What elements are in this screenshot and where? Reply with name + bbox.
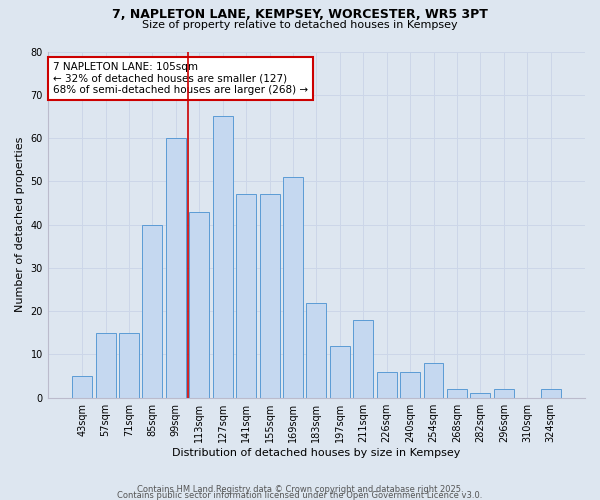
Bar bbox=[95, 333, 116, 398]
Bar bbox=[541, 389, 560, 398]
Bar bbox=[142, 224, 163, 398]
Bar bbox=[377, 372, 397, 398]
Bar bbox=[166, 138, 186, 398]
Bar bbox=[283, 177, 303, 398]
Y-axis label: Number of detached properties: Number of detached properties bbox=[15, 137, 25, 312]
Bar bbox=[330, 346, 350, 398]
Text: Size of property relative to detached houses in Kempsey: Size of property relative to detached ho… bbox=[142, 20, 458, 30]
Bar bbox=[190, 212, 209, 398]
Text: Contains HM Land Registry data © Crown copyright and database right 2025.: Contains HM Land Registry data © Crown c… bbox=[137, 484, 463, 494]
Bar bbox=[307, 302, 326, 398]
Bar bbox=[119, 333, 139, 398]
Bar bbox=[353, 320, 373, 398]
Bar bbox=[72, 376, 92, 398]
Bar bbox=[236, 194, 256, 398]
Bar bbox=[400, 372, 420, 398]
Text: 7 NAPLETON LANE: 105sqm
← 32% of detached houses are smaller (127)
68% of semi-d: 7 NAPLETON LANE: 105sqm ← 32% of detache… bbox=[53, 62, 308, 95]
Bar bbox=[213, 116, 233, 398]
Text: 7, NAPLETON LANE, KEMPSEY, WORCESTER, WR5 3PT: 7, NAPLETON LANE, KEMPSEY, WORCESTER, WR… bbox=[112, 8, 488, 20]
X-axis label: Distribution of detached houses by size in Kempsey: Distribution of detached houses by size … bbox=[172, 448, 461, 458]
Bar bbox=[447, 389, 467, 398]
Bar bbox=[260, 194, 280, 398]
Text: Contains public sector information licensed under the Open Government Licence v3: Contains public sector information licen… bbox=[118, 490, 482, 500]
Bar bbox=[494, 389, 514, 398]
Bar bbox=[470, 394, 490, 398]
Bar bbox=[424, 363, 443, 398]
